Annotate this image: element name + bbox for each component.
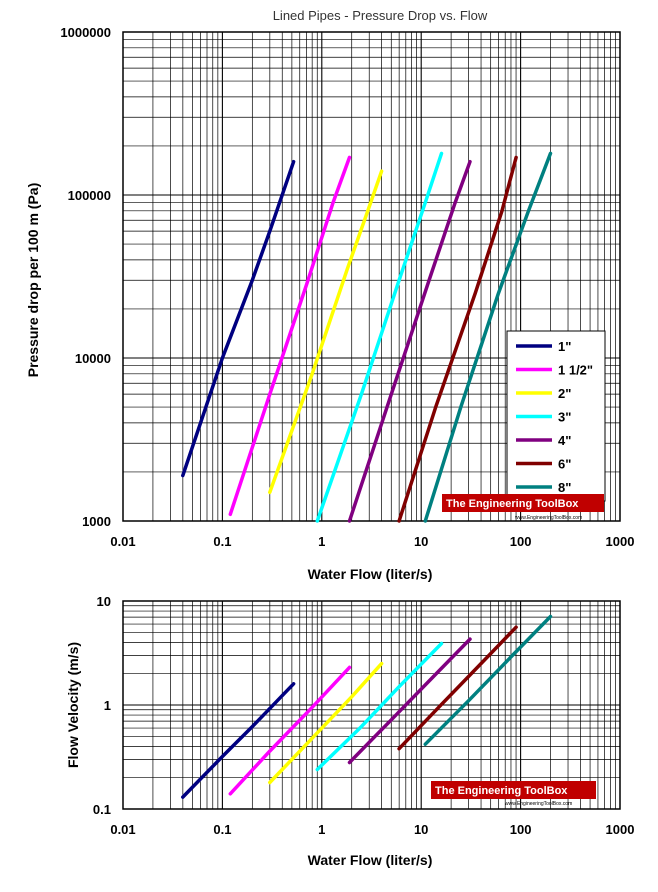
watermark-url: www.EngineeringToolBox.com bbox=[515, 515, 582, 521]
x-tick-label: 1000 bbox=[606, 534, 635, 549]
watermark-badge bbox=[431, 781, 596, 799]
watermark: The Engineering ToolBox www.EngineeringT… bbox=[442, 494, 604, 521]
watermark-title: The Engineering ToolBox bbox=[446, 498, 579, 510]
legend-label: 3" bbox=[558, 410, 571, 425]
y-tick-label: 100000 bbox=[68, 188, 111, 203]
legend-label: 1" bbox=[558, 339, 571, 354]
watermark-title: The Engineering ToolBox bbox=[435, 785, 568, 797]
watermark-url: www.EngineeringToolBox.com bbox=[505, 801, 572, 807]
series-line bbox=[181, 682, 296, 799]
chart-title: Lined Pipes - Pressure Drop vs. Flow bbox=[273, 8, 488, 23]
series-line bbox=[268, 169, 384, 495]
y-tick-label: 1 bbox=[104, 698, 111, 713]
x-tick-label: 100 bbox=[510, 534, 532, 549]
y-tick-label: 1000000 bbox=[60, 25, 111, 40]
series-line bbox=[228, 665, 352, 796]
legend-label: 8" bbox=[558, 480, 571, 495]
x-axis-label: Water Flow (liter/s) bbox=[308, 852, 433, 868]
legend-items: 1" 1 1/2" 2" 3" 4" 6" 8" bbox=[516, 339, 593, 495]
y-axis-label: Flow Velocity (m/s) bbox=[65, 642, 81, 768]
series-line bbox=[315, 641, 444, 772]
y-tick-label: 0.1 bbox=[93, 802, 111, 817]
series-line bbox=[397, 155, 518, 523]
x-tick-label: 10 bbox=[414, 822, 428, 837]
x-tick-label: 0.01 bbox=[110, 822, 135, 837]
x-tick-label: 10 bbox=[414, 534, 428, 549]
y-axis-label: Pressure drop per 100 m (Pa) bbox=[25, 183, 41, 378]
series-line bbox=[397, 625, 518, 751]
y-tick-label: 1000 bbox=[82, 514, 111, 529]
flow-velocity-chart: 0.01 0.1 1 10 100 1000 0.1 1 10 Water Flow (lit… bbox=[65, 594, 634, 868]
x-tick-label: 1000 bbox=[606, 822, 635, 837]
plot-frame bbox=[122, 31, 621, 522]
y-tick-labels: 0.1 1 10 bbox=[93, 594, 111, 817]
series-line bbox=[347, 159, 472, 523]
x-tick-labels: 0.01 0.1 1 10 100 1000 bbox=[110, 822, 634, 837]
legend-label: 6" bbox=[558, 457, 571, 472]
y-tick-label: 10 bbox=[97, 594, 111, 609]
legend-label: 1 1/2" bbox=[558, 363, 593, 378]
legend-label: 4" bbox=[558, 433, 571, 448]
series-group bbox=[181, 151, 553, 523]
watermark: The Engineering ToolBox www.EngineeringT… bbox=[431, 781, 596, 807]
x-tick-label: 100 bbox=[510, 822, 532, 837]
x-axis-label: Water Flow (liter/s) bbox=[308, 566, 433, 582]
series-group bbox=[181, 614, 553, 799]
series-line bbox=[268, 661, 384, 785]
series-line bbox=[423, 151, 553, 523]
series-line bbox=[315, 151, 444, 523]
legend: 1" 1 1/2" 2" 3" 4" 6" 8" bbox=[506, 330, 606, 502]
legend-label: 2" bbox=[558, 386, 571, 401]
watermark-badge bbox=[442, 494, 604, 512]
plot-frame bbox=[122, 600, 621, 810]
series-line bbox=[347, 637, 472, 765]
pressure-drop-chart: Lined Pipes - Pressure Drop vs. Flow 0.0… bbox=[25, 8, 634, 582]
x-tick-label: 1 bbox=[318, 822, 325, 837]
series-line bbox=[423, 614, 553, 746]
x-tick-label: 0.1 bbox=[213, 822, 231, 837]
x-tick-label: 1 bbox=[318, 534, 325, 549]
x-tick-label: 0.1 bbox=[213, 534, 231, 549]
grid bbox=[123, 601, 620, 809]
y-tick-labels: 1000 10000 100000 1000000 bbox=[60, 25, 111, 529]
y-tick-label: 10000 bbox=[75, 351, 111, 366]
x-tick-label: 0.01 bbox=[110, 534, 135, 549]
series-line bbox=[228, 155, 352, 517]
x-tick-labels: 0.01 0.1 1 10 100 1000 bbox=[110, 534, 634, 549]
series-line bbox=[181, 159, 296, 478]
